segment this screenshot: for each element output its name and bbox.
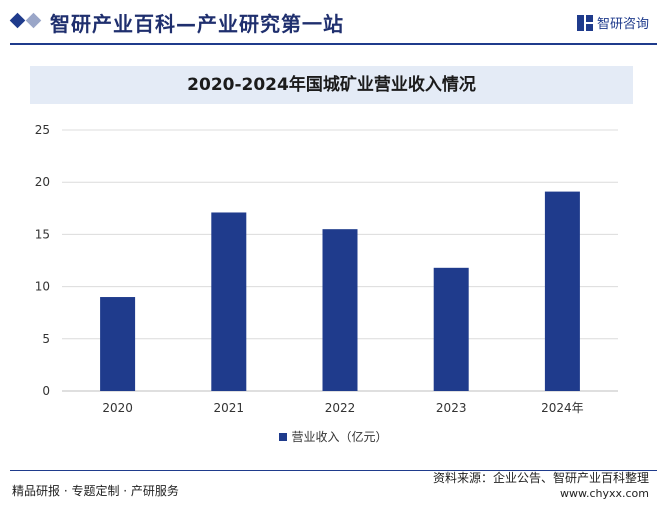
bar bbox=[544, 191, 580, 391]
y-tick-label: 20 bbox=[35, 175, 50, 189]
bar bbox=[211, 212, 247, 391]
page-header: 智研产业百科—产业研究第一站 智研咨询 bbox=[0, 0, 667, 46]
bar bbox=[322, 229, 358, 391]
chart-title-band: 2020-2024年国城矿业营业收入情况 bbox=[30, 66, 633, 104]
source-note: 资料来源：企业公告、智研产业百科整理 bbox=[432, 471, 649, 485]
y-tick-label: 5 bbox=[42, 332, 50, 346]
logo-text: 智研咨询 bbox=[596, 17, 649, 32]
footer-tagline: 精品研报 · 专题定制 · 产研服务 bbox=[12, 484, 179, 498]
brand-logo: 智研咨询 bbox=[576, 13, 649, 32]
chart-legend: 营业收入（亿元） bbox=[0, 428, 667, 445]
bar bbox=[100, 297, 136, 391]
logo-icon bbox=[576, 14, 593, 31]
x-tick-label: 2024年 bbox=[541, 401, 584, 415]
header-divider bbox=[10, 43, 657, 45]
legend-label: 营业收入（亿元） bbox=[291, 430, 388, 444]
x-tick-label: 2020 bbox=[102, 401, 133, 415]
y-tick-label: 0 bbox=[42, 384, 50, 398]
y-tick-label: 15 bbox=[35, 227, 50, 241]
x-tick-label: 2023 bbox=[436, 401, 467, 415]
bar bbox=[433, 267, 469, 391]
chart-title: 2020-2024年国城矿业营业收入情况 bbox=[187, 75, 476, 95]
legend-swatch bbox=[279, 432, 288, 441]
site-title: 智研产业百科—产业研究第一站 bbox=[50, 12, 344, 36]
footer-divider bbox=[10, 470, 657, 471]
y-tick-label: 10 bbox=[35, 280, 50, 294]
y-tick-label: 25 bbox=[35, 123, 50, 137]
x-tick-label: 2021 bbox=[214, 401, 245, 415]
source-url: www.chyxx.com bbox=[559, 487, 649, 500]
x-tick-label: 2022 bbox=[325, 401, 356, 415]
